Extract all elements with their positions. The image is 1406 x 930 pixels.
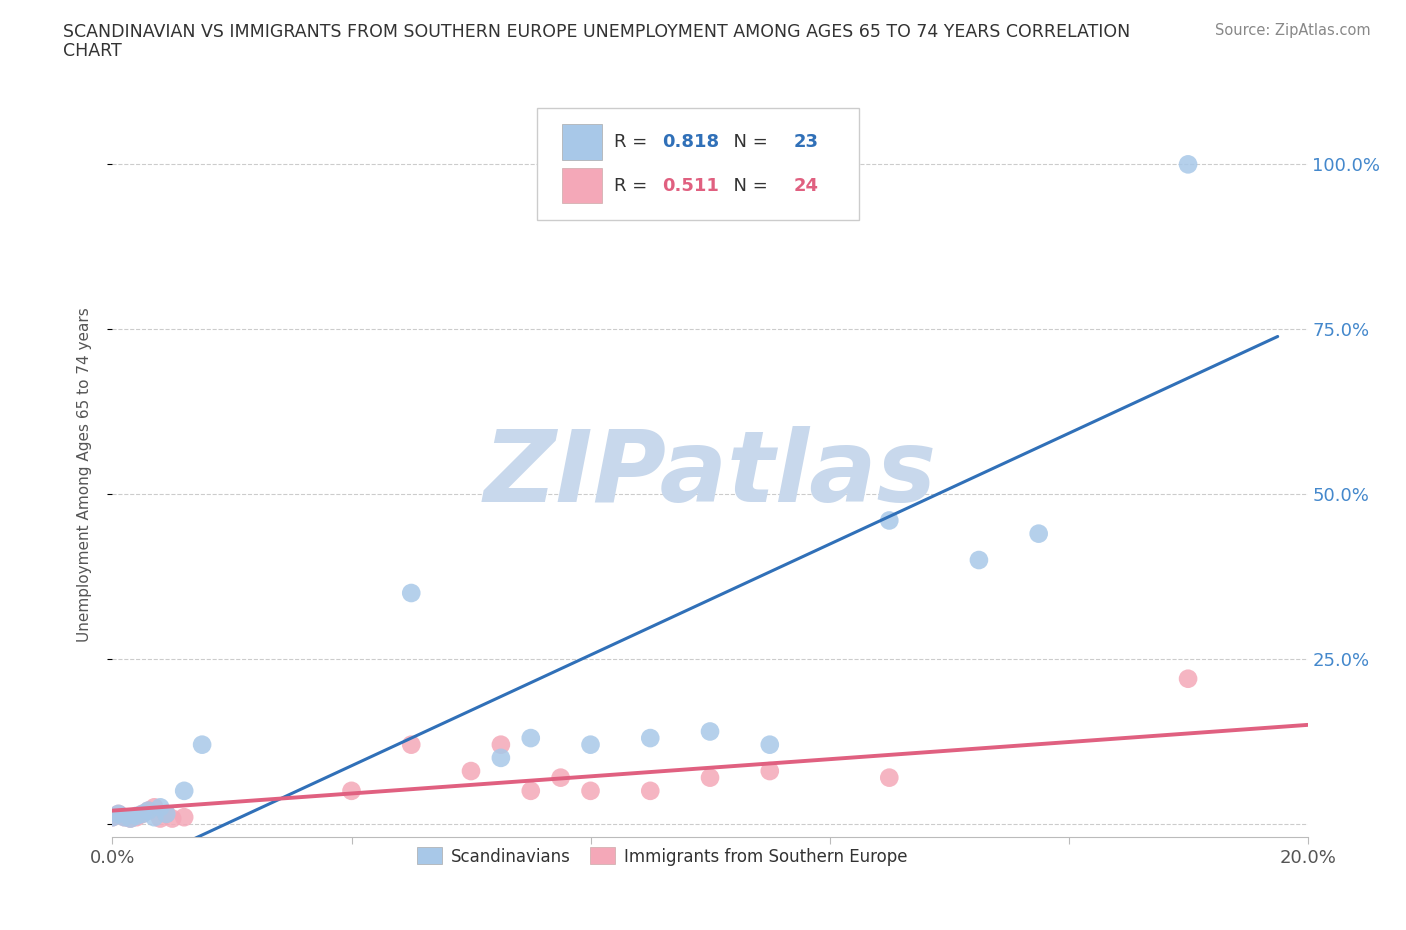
Point xyxy=(125,808,148,823)
FancyBboxPatch shape xyxy=(562,167,603,204)
Point xyxy=(162,811,183,826)
Text: SCANDINAVIAN VS IMMIGRANTS FROM SOUTHERN EUROPE UNEMPLOYMENT AMONG AGES 65 TO 74: SCANDINAVIAN VS IMMIGRANTS FROM SOUTHERN… xyxy=(63,23,1130,41)
Point xyxy=(101,810,124,825)
FancyBboxPatch shape xyxy=(537,108,859,220)
Point xyxy=(489,751,512,765)
Point xyxy=(520,731,543,746)
Point xyxy=(155,806,177,821)
Point xyxy=(550,770,572,785)
Text: 23: 23 xyxy=(793,133,818,151)
Point xyxy=(340,783,363,798)
Text: 0.818: 0.818 xyxy=(662,133,720,151)
Text: CHART: CHART xyxy=(63,42,122,60)
Point xyxy=(967,552,990,567)
Point xyxy=(149,811,172,826)
Text: N =: N = xyxy=(723,133,773,151)
Point xyxy=(1177,671,1199,686)
Text: R =: R = xyxy=(614,177,654,194)
Point xyxy=(759,764,782,778)
Point xyxy=(114,810,135,825)
Point xyxy=(125,810,148,825)
Point xyxy=(173,783,195,798)
Point xyxy=(460,764,482,778)
Point xyxy=(143,810,166,825)
Point xyxy=(107,806,129,821)
Y-axis label: Unemployment Among Ages 65 to 74 years: Unemployment Among Ages 65 to 74 years xyxy=(77,307,91,642)
Point xyxy=(579,783,602,798)
Point xyxy=(520,783,543,798)
Point xyxy=(138,804,160,818)
Point xyxy=(101,810,124,825)
Point xyxy=(138,804,160,818)
Point xyxy=(879,770,901,785)
Point xyxy=(191,737,214,752)
Point xyxy=(579,737,602,752)
Legend: Scandinavians, Immigrants from Southern Europe: Scandinavians, Immigrants from Southern … xyxy=(411,841,914,872)
Point xyxy=(489,737,512,752)
Point xyxy=(143,800,166,815)
Point xyxy=(640,731,662,746)
Point xyxy=(699,724,721,739)
Point xyxy=(131,806,153,821)
Point xyxy=(879,513,901,528)
Point xyxy=(120,811,142,826)
Text: 24: 24 xyxy=(793,177,818,194)
Text: Source: ZipAtlas.com: Source: ZipAtlas.com xyxy=(1215,23,1371,38)
Text: ZIPatlas: ZIPatlas xyxy=(484,426,936,523)
Point xyxy=(1177,157,1199,172)
Point xyxy=(155,806,177,821)
Point xyxy=(401,586,423,601)
Point xyxy=(759,737,782,752)
Text: R =: R = xyxy=(614,133,654,151)
Point xyxy=(131,806,153,821)
Point xyxy=(699,770,721,785)
Point xyxy=(173,810,195,825)
Point xyxy=(120,811,142,826)
Text: 0.511: 0.511 xyxy=(662,177,718,194)
Point xyxy=(640,783,662,798)
Point xyxy=(114,810,135,825)
Point xyxy=(1028,526,1050,541)
Text: N =: N = xyxy=(723,177,773,194)
Point xyxy=(401,737,423,752)
FancyBboxPatch shape xyxy=(562,125,603,160)
Point xyxy=(107,806,129,821)
Point xyxy=(149,800,172,815)
